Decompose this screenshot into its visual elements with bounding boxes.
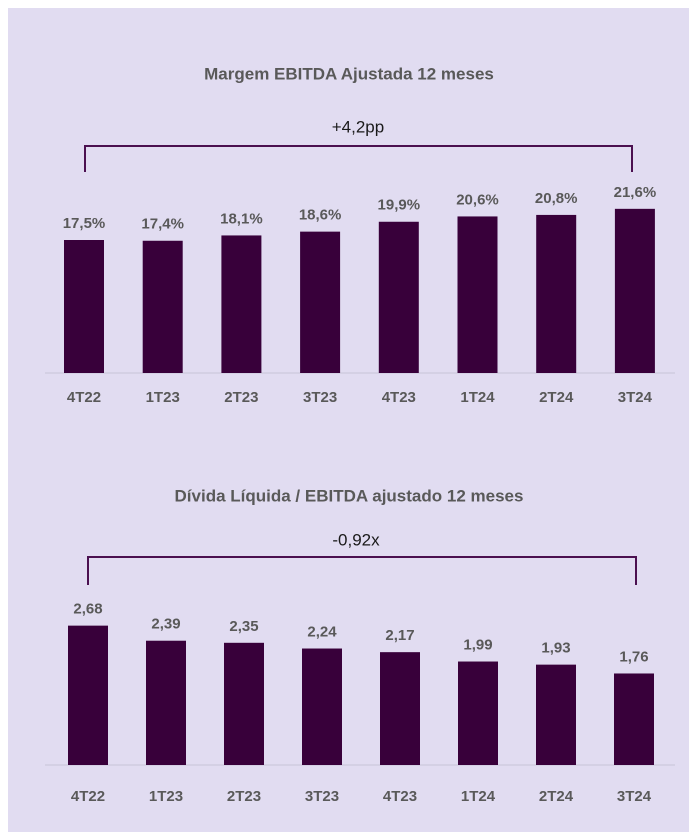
bar: [614, 208, 655, 373]
bar: [224, 642, 264, 765]
value-label: 20,6%: [456, 191, 499, 208]
bar: [300, 231, 341, 373]
value-label: 17,4%: [141, 216, 184, 233]
bar: [380, 652, 420, 765]
value-label: 21,6%: [614, 184, 657, 201]
bar: [614, 673, 654, 765]
value-label: 2,24: [307, 623, 337, 640]
value-label: 1,93: [541, 640, 570, 657]
bar: [221, 235, 262, 373]
value-label: 2,39: [151, 616, 180, 633]
value-label: 18,1%: [220, 210, 263, 227]
x-tick-label: 4T23: [382, 389, 416, 406]
value-label: 2,17: [385, 627, 414, 644]
x-tick-label: 2T23: [227, 788, 261, 805]
value-label: 2,68: [73, 601, 102, 618]
bar: [64, 240, 104, 373]
x-tick-label: 3T23: [305, 788, 339, 805]
chart-title: Dívida Líquida / EBITDA ajustado 12 mese…: [175, 486, 524, 505]
x-tick-label: 1T23: [149, 788, 183, 805]
chart-title: Margem EBITDA Ajustada 12 meses: [204, 64, 494, 83]
bar: [378, 221, 419, 373]
annotation: -0,92x: [332, 530, 380, 549]
bar: [536, 214, 577, 373]
x-tick-label: 3T23: [303, 389, 337, 406]
value-label: 1,99: [463, 636, 492, 653]
x-tick-label: 2T24: [539, 389, 574, 406]
x-tick-label: 4T23: [383, 788, 417, 805]
bar: [302, 648, 342, 765]
bracket: [84, 145, 633, 172]
value-label: 17,5%: [63, 215, 106, 232]
x-tick-label: 1T24: [460, 389, 495, 406]
x-tick-label: 4T22: [67, 389, 101, 406]
value-label: 20,8%: [535, 190, 578, 207]
bar: [458, 661, 498, 765]
bar: [457, 216, 498, 373]
x-tick-label: 4T22: [71, 788, 105, 805]
bar: [68, 625, 108, 765]
bar: [142, 240, 183, 373]
value-label: 18,6%: [299, 207, 342, 224]
value-label: 1,76: [619, 648, 648, 665]
annotation: +4,2pp: [332, 117, 384, 136]
value-label: 19,9%: [378, 197, 421, 214]
bracket: [87, 556, 637, 585]
bar: [146, 640, 186, 765]
x-tick-label: 1T24: [461, 788, 496, 805]
x-tick-label: 2T23: [224, 389, 258, 406]
bar: [536, 664, 576, 765]
value-label: 2,35: [229, 618, 258, 635]
x-tick-label: 1T23: [146, 389, 180, 406]
x-tick-label: 2T24: [539, 788, 574, 805]
x-tick-label: 3T24: [618, 389, 653, 406]
x-tick-label: 3T24: [617, 788, 652, 805]
